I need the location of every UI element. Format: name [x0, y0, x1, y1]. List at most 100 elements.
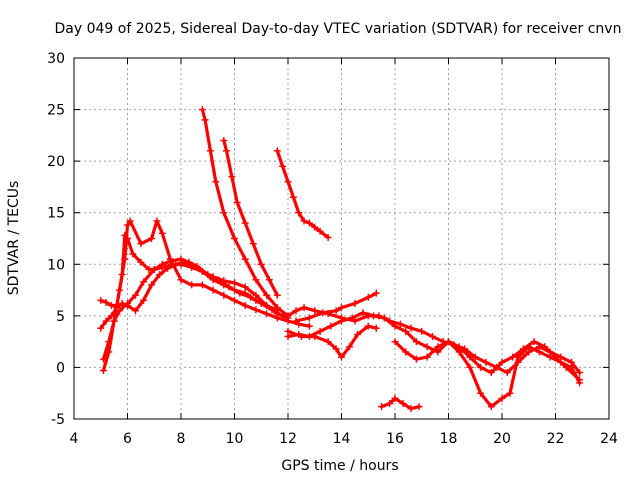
data-point-marker: [399, 400, 407, 408]
data-point-marker: [268, 306, 276, 314]
series-track-m: [445, 338, 584, 411]
data-point-marker: [300, 304, 308, 312]
data-point-marker: [263, 310, 271, 318]
data-point-marker: [129, 250, 137, 258]
data-point-marker: [477, 363, 485, 371]
y-tick-label: 0: [56, 360, 65, 376]
x-tick-label: 10: [226, 431, 244, 447]
data-point-marker: [359, 309, 367, 317]
data-point-marker: [228, 173, 236, 181]
data-point-marker: [412, 338, 420, 346]
data-point-marker: [279, 162, 287, 170]
data-point-marker: [105, 348, 113, 356]
data-point-marker: [434, 343, 442, 351]
data-point-marker: [466, 351, 474, 359]
series-track-h: [284, 304, 584, 377]
data-point-marker: [273, 314, 281, 322]
data-point-marker: [305, 322, 313, 330]
data-point-marker: [220, 209, 228, 217]
data-point-marker: [402, 327, 410, 335]
data-point-marker: [124, 299, 131, 307]
data-point-marker: [201, 116, 209, 124]
data-point-marker: [140, 296, 148, 304]
data-point-marker: [423, 343, 431, 351]
data-point-marker: [233, 198, 241, 206]
data-point-marker: [506, 389, 514, 397]
data-point-marker: [568, 363, 576, 371]
x-axis-label: GPS time / hours: [281, 458, 398, 474]
data-point-marker: [148, 235, 156, 242]
y-tick-labels: -5 0 5 10 15 20 25 30: [47, 51, 65, 428]
data-point-marker: [319, 309, 327, 317]
data-point-marker: [140, 278, 148, 286]
y-tick-label: 25: [47, 103, 65, 119]
data-point-marker: [241, 283, 249, 291]
data-point-marker: [380, 314, 388, 322]
data-point-marker: [132, 291, 140, 299]
data-point-marker: [477, 389, 485, 397]
data-point-marker: [209, 286, 217, 294]
data-point-marker: [316, 227, 324, 235]
data-point-marker: [212, 178, 220, 186]
data-point-marker: [324, 233, 332, 241]
y-tick-label: 5: [56, 309, 65, 325]
data-point-marker: [514, 353, 522, 361]
data-point-marker: [158, 260, 166, 268]
data-point-marker: [284, 327, 292, 335]
data-point-marker: [204, 271, 212, 279]
data-point-marker: [305, 219, 313, 227]
series-track-f: [220, 137, 281, 299]
data-point-marker: [231, 279, 238, 287]
data-point-marker: [378, 403, 386, 411]
data-point-marker: [236, 289, 244, 297]
data-point-marker: [535, 348, 543, 356]
data-point-marker: [445, 338, 452, 346]
data-point-marker: [482, 358, 490, 366]
data-point-marker: [348, 314, 356, 322]
data-point-marker: [324, 338, 332, 346]
data-point-marker: [284, 312, 292, 320]
data-point-marker: [391, 322, 399, 330]
y-tick-label: 10: [47, 257, 65, 273]
data-point-marker: [407, 324, 415, 332]
data-point-marker: [273, 147, 281, 155]
data-point-marker: [370, 312, 378, 320]
data-point-marker: [97, 324, 105, 332]
data-point-marker: [487, 403, 495, 411]
data-point-marker: [150, 265, 158, 273]
data-point-marker: [372, 324, 380, 332]
data-point-marker: [546, 353, 554, 361]
grid-lines: [74, 58, 609, 419]
data-point-marker: [576, 369, 584, 377]
data-point-marker: [97, 296, 105, 304]
data-point-marker: [148, 281, 156, 289]
data-point-marker: [158, 229, 166, 237]
data-point-marker: [297, 332, 305, 340]
x-tick-label: 12: [279, 431, 297, 447]
data-point-marker: [402, 348, 410, 356]
data-point-marker: [188, 281, 196, 289]
data-point-marker: [177, 255, 185, 263]
data-series-group: [97, 106, 584, 413]
data-point-marker: [177, 276, 185, 284]
data-point-marker: [396, 320, 404, 328]
series-track-d: [99, 217, 313, 375]
data-point-marker: [311, 332, 319, 340]
y-axis-label: SDTVAR / TECUs: [6, 181, 22, 296]
data-point-marker: [372, 289, 380, 297]
data-point-marker: [498, 358, 506, 366]
series-line: [393, 340, 472, 361]
data-point-marker: [391, 338, 399, 346]
data-point-marker: [332, 345, 340, 353]
data-point-marker: [241, 255, 249, 263]
data-point-marker: [102, 298, 110, 306]
data-point-marker: [241, 219, 249, 227]
data-point-marker: [265, 276, 273, 284]
data-point-marker: [137, 240, 145, 248]
data-point-marker: [220, 291, 228, 299]
data-point-marker: [121, 255, 129, 263]
data-point-marker: [292, 317, 300, 325]
series-line: [275, 149, 330, 240]
data-point-marker: [305, 314, 313, 322]
